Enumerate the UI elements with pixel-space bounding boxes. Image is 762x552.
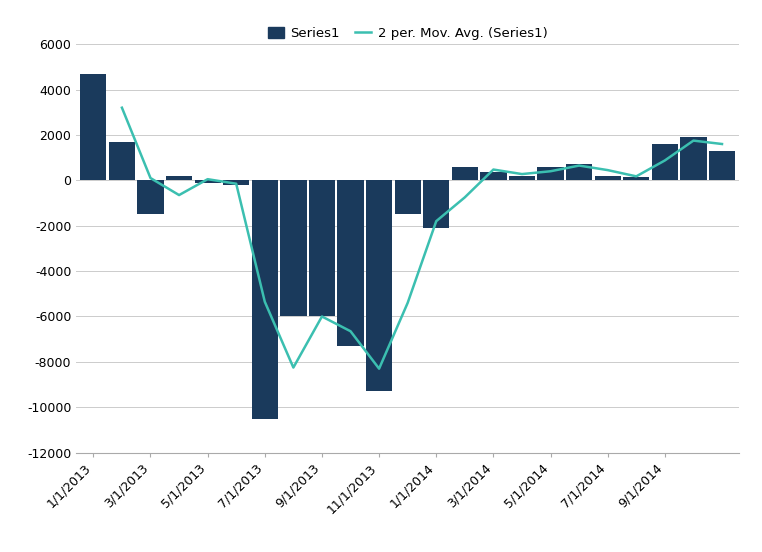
Bar (280, 181, 306, 316)
Bar (480, 172, 507, 181)
Bar (223, 181, 249, 185)
Legend: Series1, 2 per. Mov. Avg. (Series1): Series1, 2 per. Mov. Avg. (Series1) (262, 22, 553, 46)
Bar (251, 181, 278, 418)
Bar (509, 176, 535, 181)
Bar (338, 181, 363, 346)
Bar (395, 181, 421, 214)
Bar (566, 164, 592, 181)
Bar (594, 176, 621, 181)
Bar (623, 177, 649, 181)
Bar (309, 181, 335, 316)
Bar (366, 181, 392, 391)
Bar (680, 137, 706, 181)
Bar (537, 167, 564, 181)
Bar (109, 142, 135, 181)
Bar (137, 181, 164, 214)
Bar (166, 176, 192, 181)
Bar (652, 144, 678, 181)
Bar (709, 151, 735, 181)
Bar (194, 181, 221, 183)
Bar (423, 181, 450, 228)
Bar (452, 167, 478, 181)
Bar (80, 73, 107, 181)
